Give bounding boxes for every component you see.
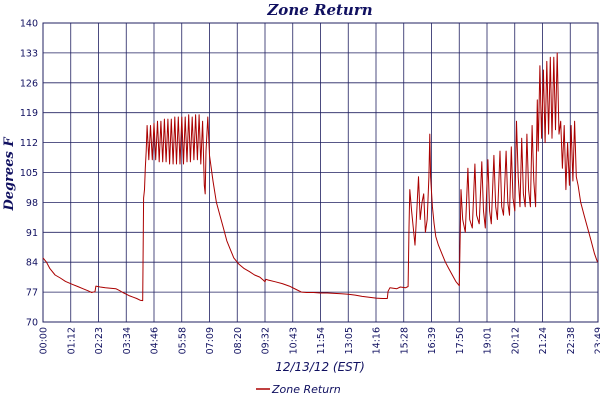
x-tick-label: 03:34	[122, 327, 133, 354]
x-tick-label: 09:32	[261, 327, 272, 354]
y-tick-label: 133	[20, 48, 38, 59]
x-tick-label: 02:23	[94, 327, 105, 354]
x-axis-label: 12/13/12 (EST)	[275, 360, 365, 374]
legend: Zone Return	[256, 383, 341, 396]
x-tick-label: 20:12	[510, 327, 521, 354]
x-tick-label: 16:39	[427, 327, 438, 354]
y-tick-label: 105	[20, 168, 38, 179]
x-tick-label: 21:24	[538, 327, 549, 354]
y-tick-label: 91	[26, 228, 38, 239]
y-axis-ticks: 70 77 84 91 98 105 112 119 126 133 140	[20, 19, 38, 329]
x-tick-label: 23:49	[594, 327, 600, 354]
x-tick-label: 05:58	[177, 327, 188, 354]
y-tick-label: 140	[20, 19, 38, 30]
x-tick-label: 14:16	[372, 327, 383, 354]
plot-area	[42, 22, 599, 323]
y-tick-label: 119	[20, 108, 38, 119]
legend-label: Zone Return	[271, 383, 341, 396]
series-line-zone-return	[42, 52, 598, 302]
x-axis-ticks: 00:00 01:12 02:23 03:34 04:46 05:58 07:09 08:20…	[39, 327, 600, 354]
chart-title: Zone Return	[266, 1, 372, 19]
y-tick-label: 112	[20, 138, 38, 149]
y-tick-label: 126	[20, 78, 38, 89]
x-tick-label: 19:01	[483, 327, 494, 354]
y-tick-label: 98	[26, 198, 38, 209]
y-tick-label: 70	[26, 318, 38, 329]
x-tick-label: 04:46	[150, 327, 161, 354]
plot-grid	[42, 22, 599, 323]
x-tick-label: 10:43	[288, 327, 299, 354]
x-tick-label: 15:28	[399, 327, 410, 354]
y-tick-label: 77	[26, 288, 38, 299]
y-axis-label: Degrees F	[2, 137, 17, 212]
x-tick-label: 17:50	[455, 327, 466, 354]
x-tick-label: 00:00	[39, 327, 50, 354]
x-tick-label: 11:54	[316, 327, 327, 354]
x-tick-label: 01:12	[66, 327, 77, 354]
x-tick-label: 22:38	[566, 327, 577, 354]
x-tick-label: 08:20	[233, 327, 244, 354]
x-tick-label: 13:05	[344, 327, 355, 354]
y-tick-label: 84	[26, 258, 38, 269]
x-tick-label: 07:09	[205, 327, 216, 354]
